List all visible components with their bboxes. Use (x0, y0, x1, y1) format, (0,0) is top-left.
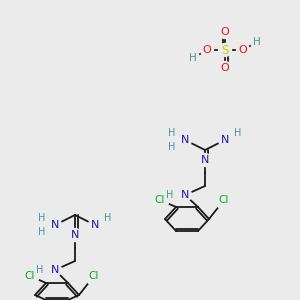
Text: N: N (51, 265, 59, 275)
Text: H: H (38, 227, 46, 237)
Circle shape (178, 188, 191, 202)
Text: N: N (51, 220, 59, 230)
Circle shape (215, 191, 233, 209)
Circle shape (151, 191, 169, 209)
Circle shape (164, 188, 176, 202)
Text: Cl: Cl (89, 271, 99, 281)
Text: H: H (189, 53, 197, 63)
Circle shape (218, 134, 232, 146)
Text: H: H (168, 142, 176, 152)
Text: O: O (238, 45, 247, 55)
Text: H: H (36, 265, 44, 275)
Circle shape (178, 134, 191, 146)
Circle shape (218, 44, 232, 56)
Circle shape (218, 26, 232, 38)
Text: Cl: Cl (219, 195, 229, 205)
Text: H: H (168, 128, 176, 138)
Circle shape (21, 267, 39, 285)
Text: O: O (220, 63, 230, 73)
Circle shape (218, 61, 232, 74)
Circle shape (49, 218, 62, 232)
Circle shape (236, 44, 250, 56)
Text: N: N (91, 220, 99, 230)
Text: O: O (202, 45, 211, 55)
Circle shape (35, 212, 49, 224)
Text: O: O (220, 27, 230, 37)
Circle shape (166, 140, 178, 154)
Circle shape (68, 229, 82, 242)
Circle shape (88, 218, 101, 232)
Circle shape (85, 267, 103, 285)
Text: H: H (253, 37, 261, 47)
Circle shape (232, 127, 244, 140)
Text: H: H (234, 128, 242, 138)
Text: Cl: Cl (25, 271, 35, 281)
Text: N: N (221, 135, 229, 145)
Circle shape (187, 52, 200, 64)
Text: S: S (221, 44, 229, 56)
Text: H: H (104, 213, 112, 223)
Text: H: H (166, 190, 174, 200)
Text: N: N (181, 190, 189, 200)
Circle shape (34, 263, 46, 277)
Circle shape (49, 263, 62, 277)
Circle shape (200, 44, 214, 56)
Circle shape (250, 35, 263, 49)
Text: Cl: Cl (155, 195, 165, 205)
Circle shape (199, 154, 212, 166)
Text: N: N (71, 230, 79, 240)
Circle shape (101, 212, 115, 224)
Circle shape (35, 226, 49, 238)
Text: N: N (181, 135, 189, 145)
Text: H: H (38, 213, 46, 223)
Text: N: N (201, 155, 209, 165)
Circle shape (166, 127, 178, 140)
